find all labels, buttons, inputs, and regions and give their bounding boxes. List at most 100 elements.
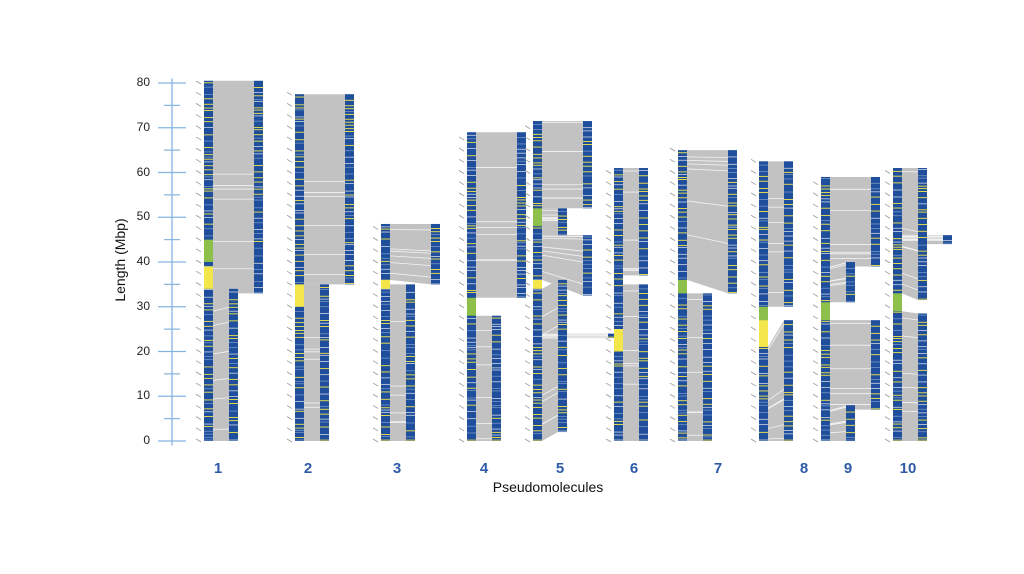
marker-name-tick <box>195 337 202 342</box>
marker-stripe <box>533 259 542 261</box>
marker-stripe <box>918 224 927 226</box>
marker-stripe <box>492 387 501 389</box>
marker-stripe <box>467 432 476 434</box>
marker-stripe <box>558 406 567 408</box>
marker-name-tick <box>605 226 612 230</box>
reference-track <box>678 150 687 441</box>
marker-stripe <box>583 236 592 238</box>
marker-stripe <box>204 223 213 225</box>
marker-stripe <box>406 385 415 387</box>
marker-stripe <box>728 178 737 179</box>
aligned-block <box>703 293 712 441</box>
marker-stripe <box>759 412 768 413</box>
marker-stripe <box>295 210 304 211</box>
marker-stripe <box>533 227 542 229</box>
marker-name-tick <box>195 304 202 309</box>
marker-stripe <box>918 244 927 246</box>
marker-stripe <box>639 439 648 441</box>
marker-stripe <box>492 329 501 330</box>
marker-stripe <box>492 434 501 436</box>
marker-name-tick <box>286 192 293 197</box>
y-tick-label: 80 <box>136 75 150 89</box>
marker-stripe <box>678 414 687 416</box>
marker-name-tick <box>884 405 891 409</box>
marker-name-tick <box>458 282 465 286</box>
marker-name-tick <box>750 293 757 297</box>
marker-stripe <box>759 254 768 256</box>
marker-stripe <box>320 354 329 356</box>
marker-stripe <box>295 96 304 98</box>
marker-name-tick <box>286 315 293 320</box>
marker-stripe <box>583 171 592 173</box>
marker-stripe <box>254 109 263 111</box>
marker-stripe <box>918 334 927 336</box>
marker-stripe <box>406 336 415 338</box>
marker-stripe <box>467 283 476 285</box>
marker-stripe <box>871 223 880 225</box>
marker-stripe <box>295 326 304 327</box>
marker-stripe <box>295 142 304 144</box>
marker-stripe <box>204 437 213 438</box>
marker-name-tick <box>750 371 757 376</box>
marker-stripe <box>784 366 793 368</box>
marker-stripe <box>614 313 623 315</box>
marker-stripe <box>558 293 567 294</box>
marker-stripe <box>759 234 768 235</box>
marker-stripe <box>492 428 501 430</box>
marker-stripe <box>583 127 592 129</box>
marker-stripe <box>431 263 440 265</box>
marker-stripe <box>784 240 793 242</box>
pseudomolecule-label: 1 <box>213 460 223 477</box>
marker-stripe <box>893 415 902 417</box>
marker-stripe <box>204 134 213 136</box>
marker-stripe <box>254 186 263 188</box>
marker-stripe <box>467 353 476 355</box>
marker-name-tick <box>458 259 465 264</box>
marker-stripe <box>406 291 415 293</box>
marker-stripe <box>893 196 902 198</box>
marker-stripe <box>614 174 623 176</box>
marker-stripe <box>517 218 526 220</box>
synteny-connector <box>768 161 784 307</box>
marker-name-tick <box>372 382 379 387</box>
marker-name-tick <box>669 158 676 163</box>
marker-name-tick <box>286 237 293 241</box>
marker-stripe <box>614 388 623 390</box>
aligned-block <box>871 176 880 267</box>
synteny-line <box>541 250 584 257</box>
marker-name-tick <box>286 226 293 230</box>
marker-stripe <box>381 357 390 359</box>
marker-stripe <box>558 221 567 223</box>
marker-name-tick <box>524 405 531 409</box>
marker-stripe <box>204 151 213 153</box>
marker-stripe <box>381 291 390 293</box>
marker-stripe <box>784 257 793 259</box>
marker-stripe <box>204 103 213 105</box>
synteny-connector <box>902 168 918 301</box>
marker-stripe <box>492 439 501 441</box>
marker-stripe <box>254 87 263 89</box>
marker-name-tick <box>195 248 202 253</box>
marker-name-tick <box>605 181 612 186</box>
marker-stripe <box>345 218 354 220</box>
marker-stripe <box>229 313 238 315</box>
marker-stripe <box>703 380 712 382</box>
marker-name-tick <box>286 91 293 96</box>
marker-stripe <box>918 392 927 394</box>
marker-stripe <box>204 126 213 128</box>
marker-stripe <box>759 278 768 280</box>
marker-stripe <box>784 222 793 224</box>
marker-stripe <box>320 413 329 415</box>
marker-stripe <box>893 359 902 361</box>
marker-stripe <box>229 303 238 305</box>
marker-name-tick <box>372 360 379 365</box>
marker-stripe <box>295 172 304 173</box>
marker-stripe <box>204 176 213 178</box>
marker-stripe <box>406 301 415 303</box>
marker-stripe <box>492 317 501 319</box>
synteny-line <box>901 317 919 321</box>
marker-stripe <box>821 409 830 411</box>
marker-stripe <box>467 205 476 207</box>
pseudomolecule-label: 4 <box>479 460 489 477</box>
marker-stripe <box>204 82 213 84</box>
